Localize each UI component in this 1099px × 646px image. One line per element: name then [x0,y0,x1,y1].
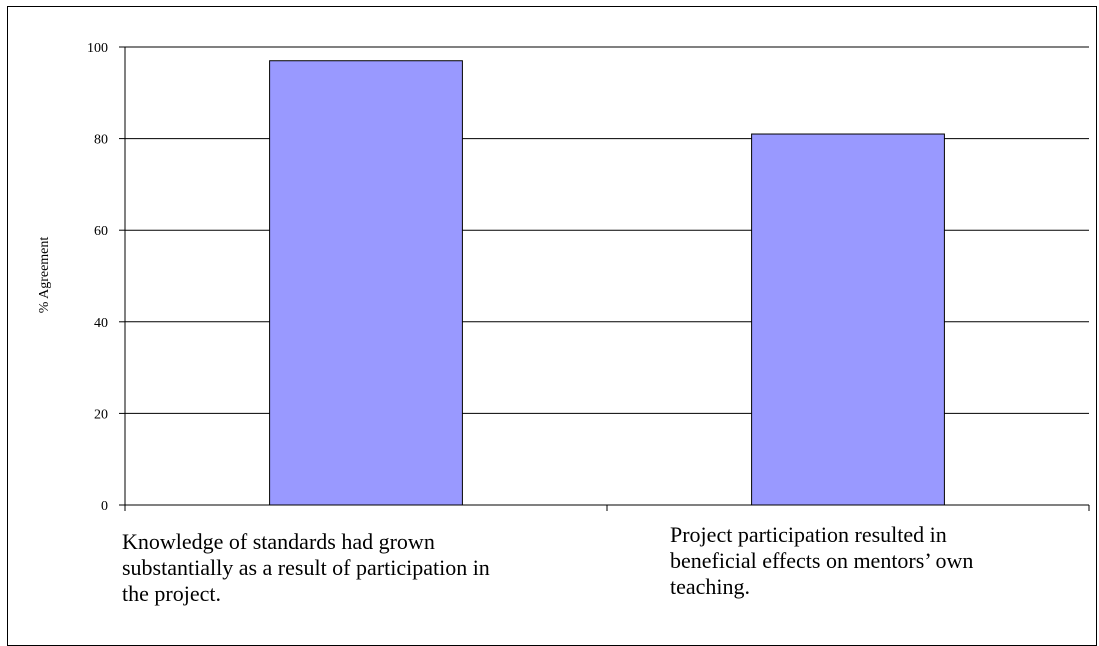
bar-chart: 0 20 40 60 80 100 [87,41,1090,514]
bar-1 [751,133,945,506]
y-tick-label-100: 100 [87,41,108,56]
bar-0 [269,60,463,506]
category-label-1: Project participation resulted in benefi… [670,522,974,599]
category-label-0: Knowledge of standards had grown substan… [122,529,490,606]
y-tick-label-0: 0 [101,499,108,514]
y-tick-label-40: 40 [94,316,108,331]
y-tick-label-60: 60 [94,224,108,239]
y-axis-label: % Agreement [37,236,52,314]
y-tick-label-20: 20 [94,407,108,422]
y-tick-label-80: 80 [94,133,108,148]
